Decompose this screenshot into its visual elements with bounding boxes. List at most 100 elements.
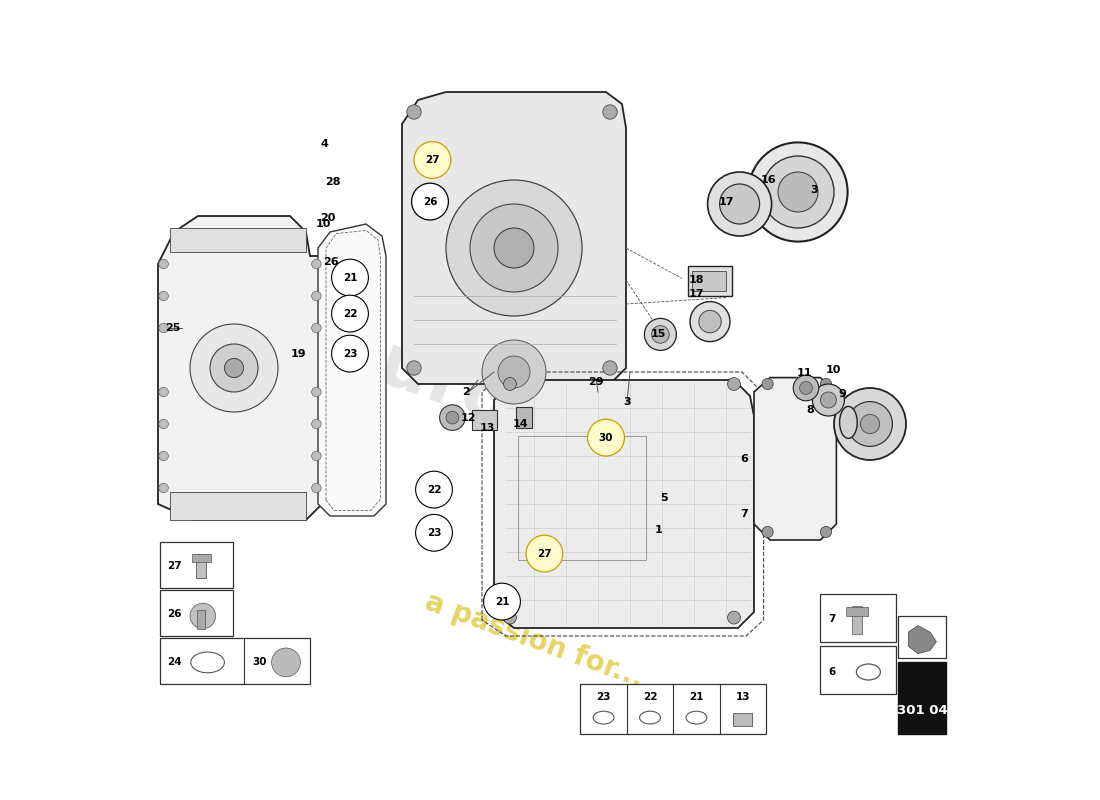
Text: 22: 22 [343,309,358,318]
Text: 8: 8 [806,405,814,414]
Circle shape [698,310,722,333]
Text: 4: 4 [320,139,328,149]
Circle shape [834,388,906,460]
Circle shape [860,414,880,434]
Circle shape [762,156,834,228]
Text: 29: 29 [588,377,604,386]
Circle shape [813,384,845,416]
Text: 16: 16 [760,175,777,185]
Circle shape [158,323,168,333]
Text: 26: 26 [422,197,438,206]
Circle shape [504,611,516,624]
Circle shape [311,451,321,461]
Bar [581,684,766,734]
Text: 27: 27 [425,155,440,165]
Text: 21: 21 [495,597,509,606]
Text: 26: 26 [323,258,339,267]
Circle shape [224,358,243,378]
Circle shape [158,291,168,301]
Text: 27: 27 [167,562,183,571]
Bar [197,610,206,629]
Text: 12: 12 [461,414,476,423]
Circle shape [416,471,452,508]
Circle shape [416,514,452,551]
Text: 18: 18 [689,275,704,285]
Circle shape [407,361,421,375]
Text: since 1985: since 1985 [538,482,755,590]
Circle shape [190,603,216,629]
Bar [170,492,306,520]
Circle shape [484,583,520,620]
Text: 7: 7 [740,509,748,518]
Circle shape [482,340,546,404]
Text: 20: 20 [320,213,336,222]
Text: 3: 3 [623,398,630,407]
Bar [518,436,646,560]
Circle shape [311,419,321,429]
Text: eurospares: eurospares [323,314,777,534]
Ellipse shape [839,406,857,438]
Circle shape [494,228,534,268]
Circle shape [690,302,730,342]
Text: 30: 30 [252,658,267,667]
Text: 25: 25 [165,323,180,333]
Bar [898,616,946,658]
Circle shape [311,483,321,493]
Text: 21: 21 [343,273,358,282]
Text: 27: 27 [537,549,552,558]
Bar [734,713,752,726]
Circle shape [190,324,278,412]
Bar [821,646,896,694]
Text: 23: 23 [343,349,358,358]
Bar [160,590,233,636]
Circle shape [440,405,465,430]
Text: 10: 10 [825,365,840,374]
Text: 28: 28 [324,177,340,186]
Circle shape [446,180,582,316]
Text: 21: 21 [689,692,704,702]
Circle shape [762,526,773,538]
Bar [692,271,726,291]
Text: 22: 22 [427,485,441,494]
Circle shape [603,105,617,119]
Bar [852,606,862,634]
Circle shape [526,535,563,572]
Bar [688,266,732,296]
Polygon shape [754,378,836,540]
Circle shape [414,142,451,178]
Text: 3: 3 [811,185,817,194]
Bar [472,410,497,430]
Text: 2: 2 [462,387,470,397]
Circle shape [603,361,617,375]
Circle shape [411,183,449,220]
Circle shape [158,483,168,493]
Circle shape [407,105,421,119]
Polygon shape [158,216,322,520]
Text: 6: 6 [740,454,748,464]
Bar [846,607,868,616]
Bar [160,542,233,588]
Text: 17: 17 [718,198,734,207]
Text: 23: 23 [596,692,611,702]
Polygon shape [909,626,936,654]
Text: 1: 1 [654,525,662,534]
Bar [516,407,531,428]
Polygon shape [402,92,626,384]
Text: 15: 15 [651,330,667,339]
Circle shape [651,326,669,343]
Text: 19: 19 [290,349,306,358]
Circle shape [331,335,368,372]
Polygon shape [318,224,386,516]
Circle shape [719,184,760,224]
Bar [197,554,206,578]
Circle shape [821,378,832,390]
Text: a passion for...: a passion for... [420,587,647,693]
Circle shape [778,172,818,212]
Text: 26: 26 [167,610,183,619]
Circle shape [210,344,258,392]
Text: 6: 6 [828,667,836,677]
Circle shape [311,259,321,269]
Circle shape [762,378,773,390]
Bar [898,662,946,734]
Circle shape [800,382,813,394]
